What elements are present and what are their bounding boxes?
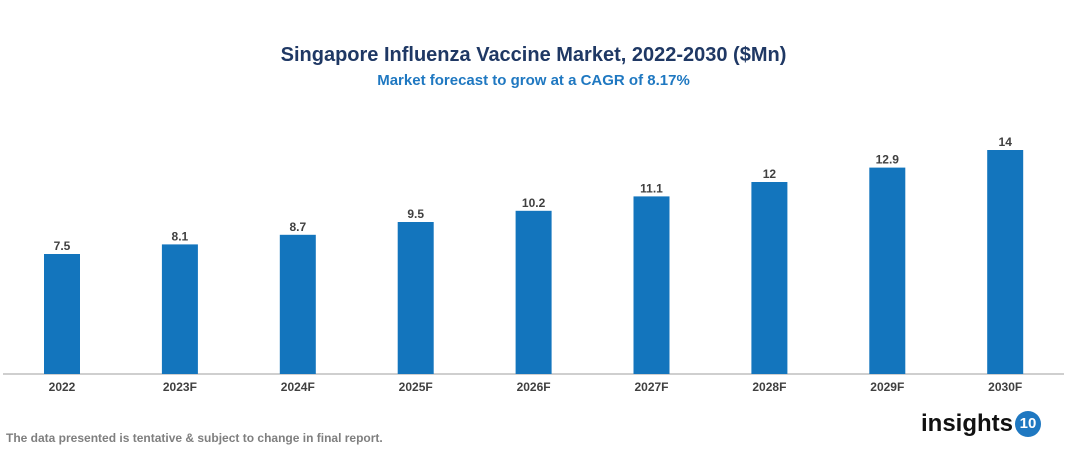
x-tick-label: 2026F bbox=[517, 380, 551, 394]
data-label: 8.1 bbox=[172, 229, 189, 243]
bar-2022 bbox=[44, 254, 80, 374]
chart-title: Singapore Influenza Vaccine Market, 2022… bbox=[280, 44, 787, 66]
bar-2028F bbox=[751, 182, 788, 374]
data-label: 12.9 bbox=[876, 153, 900, 167]
bar-2023F bbox=[161, 244, 198, 374]
data-label: 14 bbox=[999, 135, 1013, 149]
x-tick-label: 2028F bbox=[752, 380, 786, 394]
data-label: 9.5 bbox=[407, 207, 424, 221]
data-label: 7.5 bbox=[54, 239, 71, 253]
x-tick-label: 2029F bbox=[870, 380, 904, 394]
chart-subtitle: Market forecast to grow at a CAGR of 8.1… bbox=[377, 72, 690, 89]
bar-2027F bbox=[633, 196, 670, 374]
insights10-logo: insights 10 bbox=[921, 410, 1042, 438]
bar-2025F bbox=[397, 222, 434, 374]
bar-2026F bbox=[515, 210, 552, 374]
x-tick-label: 2025F bbox=[399, 380, 433, 394]
x-tick-label: 2027F bbox=[634, 380, 668, 394]
x-tick-label: 2023F bbox=[163, 380, 197, 394]
x-tick-label: 2024F bbox=[281, 380, 315, 394]
disclaimer: The data presented is tentative & subjec… bbox=[6, 431, 383, 445]
bar-2024F bbox=[279, 234, 316, 374]
bar-2029F bbox=[869, 167, 906, 374]
data-label: 8.7 bbox=[289, 220, 306, 234]
bar-2030F bbox=[987, 150, 1024, 374]
data-label: 12 bbox=[763, 167, 777, 181]
data-label: 11.1 bbox=[640, 181, 663, 195]
logo-badge: 10 bbox=[1015, 411, 1042, 437]
data-label: 10.2 bbox=[522, 196, 546, 210]
x-tick-label: 2030F bbox=[988, 380, 1022, 394]
logo-text: insights bbox=[921, 410, 1014, 437]
x-tick-label: 2022 bbox=[49, 380, 76, 394]
